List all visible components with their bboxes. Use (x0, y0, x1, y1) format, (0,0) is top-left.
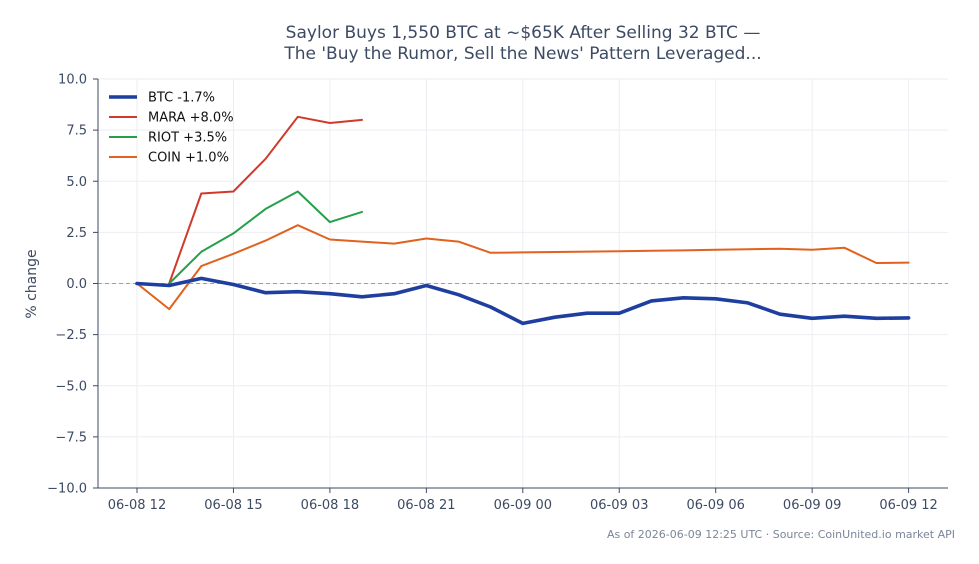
x-tick-label-0: 06-08 12 (108, 498, 166, 513)
y-tick-label-3: 2.5 (66, 226, 87, 241)
x-tick-label-6: 06-09 06 (686, 498, 744, 513)
chart-titles: Saylor Buys 1,550 BTC at ~$65K After Sel… (283, 23, 761, 64)
series-line-0 (135, 276, 911, 326)
chart-subtitle: The 'Buy the Rumor, Sell the News' Patte… (283, 44, 761, 64)
y-tick-label-8: −10.0 (47, 482, 87, 497)
x-tick-label-1: 06-08 15 (204, 498, 262, 513)
legend-label-2: RIOT +3.5% (148, 131, 227, 146)
y-tick-label-6: −5.0 (55, 379, 87, 394)
x-tick-label-5: 06-09 03 (590, 498, 648, 513)
chart-title: Saylor Buys 1,550 BTC at ~$65K After Sel… (286, 23, 761, 43)
legend-label-1: MARA +8.0% (148, 111, 234, 126)
series-lines (135, 115, 911, 326)
x-tick-label-4: 06-09 00 (494, 498, 552, 513)
y-axis-label: % change (24, 249, 40, 318)
y-tick-label-0: 10.0 (58, 73, 87, 88)
footer-source-note: As of 2026-06-09 12:25 UTC · Source: Coi… (607, 528, 955, 541)
legend-label-3: COIN +1.0% (148, 151, 229, 166)
x-tick-label-8: 06-09 12 (879, 498, 937, 513)
x-tick-label-3: 06-08 21 (397, 498, 455, 513)
y-tick-label-1: 7.5 (66, 124, 87, 139)
grid (98, 78, 948, 489)
x-axis-ticks: 06-08 12 06-08 15 06-08 18 06-08 21 06-09 00… (108, 488, 938, 513)
y-tick-label-4: 0.0 (66, 277, 87, 292)
y-axis-ticks: 10.0 7.5 5.0 2.5 0.0 −2.5 −5.0 −7.5 −10.0 (47, 73, 98, 497)
x-tick-label-2: 06-08 18 (301, 498, 359, 513)
series-line-3 (136, 224, 910, 311)
y-tick-label-5: −2.5 (55, 328, 87, 343)
series-line-2 (168, 190, 363, 285)
y-tick-label-7: −7.5 (55, 430, 87, 445)
legend: BTC -1.7% MARA +8.0% RIOT +3.5% COIN +1.0% (109, 91, 234, 166)
series-line-1 (168, 115, 363, 285)
y-tick-label-2: 5.0 (66, 175, 87, 190)
legend-label-0: BTC -1.7% (148, 91, 215, 106)
x-tick-label-7: 06-09 09 (783, 498, 841, 513)
